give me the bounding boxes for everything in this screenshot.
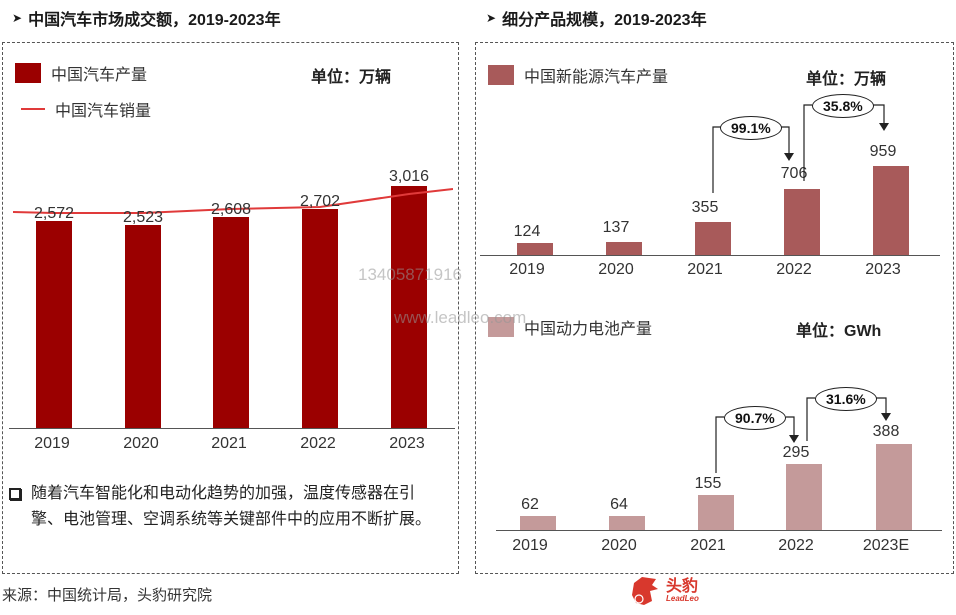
battery-bar-2023E (876, 444, 912, 530)
bar-2019 (36, 221, 72, 428)
nev-x-2022: 2022 (776, 261, 812, 278)
legend-nev-swatch (488, 65, 514, 85)
battery-value-2021: 155 (694, 475, 722, 492)
value-label-2019: 2,572 (33, 205, 75, 222)
battery-value-2020: 64 (610, 496, 628, 513)
battery-x-2019: 2019 (512, 537, 548, 554)
nev-x-2021: 2021 (687, 261, 723, 278)
battery-bar-2022 (786, 464, 822, 530)
nev-value-2021: 355 (691, 199, 719, 216)
legend-nev-label: 中国新能源汽车产量 (524, 69, 669, 86)
nev-bar-2022 (784, 189, 820, 255)
nev-value-2022: 706 (780, 165, 808, 182)
leadleo-logo: 头豹 LeadLeo (630, 575, 699, 607)
battery-x-2021: 2021 (690, 537, 726, 554)
insight-note-text: 随着汽车智能化和电动化趋势的加强，温度传感器在引擎、电池管理、空调系统等关键部件… (31, 485, 432, 528)
right-section-title: ➤ 细分产品规模，2019-2023年 (486, 6, 707, 30)
nev-unit-label: 单位：万辆 (806, 71, 887, 88)
legend-sales: 中国汽车销量 (21, 97, 151, 121)
battery-value-2023E: 388 (872, 423, 900, 440)
left-title-text: 中国汽车市场成交额，2019-2023年 (28, 12, 281, 29)
legend-line-label: 中国汽车销量 (55, 103, 152, 120)
nev-bar-2019 (517, 243, 553, 255)
legend-nev: 中国新能源汽车产量 (488, 63, 668, 87)
arrow-bullet-icon: ➤ (486, 11, 497, 25)
legend-battery: 中国动力电池产量 (488, 315, 652, 339)
battery-x-2023E: 2023E (862, 537, 910, 554)
battery-growth-2022: 90.7% (724, 406, 786, 430)
value-label-2022: 2,702 (299, 193, 341, 210)
x-axis-line (9, 428, 455, 429)
watermark-url: www.leadleo.com (394, 308, 527, 327)
value-label-2021: 2,608 (210, 201, 252, 218)
battery-bar-2021 (698, 495, 734, 530)
left-unit-label: 单位：万辆 (311, 69, 392, 86)
bar-2023 (391, 186, 427, 428)
legend-bar-swatch (15, 63, 41, 83)
battery-x-2020: 2020 (601, 537, 637, 554)
insight-note: 随着汽车智能化和电动化趋势的加强，温度传感器在引擎、电池管理、空调系统等关键部件… (9, 481, 444, 533)
arrow-bullet-icon: ➤ (12, 11, 23, 25)
nev-growth-2023: 35.8% (812, 94, 874, 118)
x-label-2021: 2021 (211, 435, 247, 452)
nev-x-axis (480, 255, 940, 256)
nev-x-2023: 2023 (865, 261, 901, 278)
battery-unit-label: 单位：GWh (796, 323, 882, 340)
source-caption: 来源：中国统计局，头豹研究院 (2, 587, 213, 604)
battery-value-2019: 62 (521, 496, 539, 513)
legend-battery-label: 中国动力电池产量 (524, 321, 653, 338)
battery-x-axis (496, 530, 942, 531)
leopard-head-icon (632, 577, 658, 605)
x-label-2019: 2019 (34, 435, 70, 452)
checkbox-bullet-icon (9, 488, 21, 500)
nev-x-2019: 2019 (509, 261, 545, 278)
sales-line (13, 188, 453, 214)
battery-growth-2023E: 31.6% (815, 387, 877, 411)
x-label-2022: 2022 (300, 435, 336, 452)
x-label-2023: 2023 (389, 435, 425, 452)
right-title-text: 细分产品规模，2019-2023年 (502, 12, 707, 29)
battery-x-2022: 2022 (778, 537, 814, 554)
legend-battery-swatch (488, 317, 514, 337)
battery-growth-connectors (715, 397, 891, 473)
bar-2020 (125, 225, 161, 428)
legend-production: 中国汽车产量 (15, 61, 147, 85)
nev-growth-connectors (712, 104, 889, 193)
nev-x-2020: 2020 (598, 261, 634, 278)
nev-growth-2022: 99.1% (720, 116, 782, 140)
nev-value-2020: 137 (602, 219, 630, 236)
battery-plot-area (484, 423, 944, 530)
legend-line-swatch (21, 108, 45, 110)
bar-2021 (213, 217, 249, 428)
x-label-2020: 2020 (123, 435, 159, 452)
logo-en-text: LeadLeo (666, 593, 699, 603)
value-label-2020: 2,523 (122, 209, 164, 226)
right-chart-panel: 中国新能源汽车产量 单位：万辆 124 137 355 706 959 99.1… (475, 42, 954, 574)
left-section-title: ➤ 中国汽车市场成交额，2019-2023年 (12, 6, 281, 30)
battery-bar-2019 (520, 516, 556, 530)
nev-bar-2021 (695, 222, 731, 255)
left-chart-panel: 中国汽车产量 中国汽车销量 单位：万辆 2,572 2,523 2,608 2,… (2, 42, 459, 574)
nev-value-2023: 959 (869, 143, 897, 160)
battery-bar-2020 (609, 516, 645, 530)
value-label-2023: 3,016 (388, 168, 430, 185)
nev-bar-2023 (873, 166, 909, 255)
bar-2022 (302, 209, 338, 428)
logo-cn-text: 头豹 (666, 577, 699, 595)
nev-value-2019: 124 (513, 223, 541, 240)
legend-bar-label: 中国汽车产量 (51, 67, 148, 84)
nev-plot-area (484, 143, 944, 255)
nev-bar-2020 (606, 242, 642, 255)
watermark-phone: 13405871916 (358, 265, 463, 284)
left-plot-area: 2,572 2,523 2,608 2,702 3,016 (13, 153, 453, 428)
battery-value-2022: 295 (782, 444, 810, 461)
